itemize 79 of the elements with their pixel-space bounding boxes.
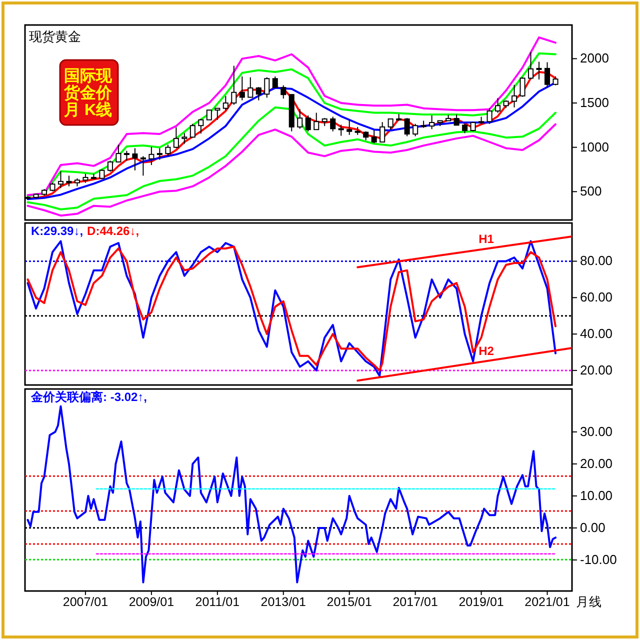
candlestick — [182, 132, 188, 144]
candlestick — [264, 76, 270, 98]
candlestick — [280, 84, 286, 100]
candlestick — [297, 108, 303, 130]
candlestick — [512, 84, 518, 108]
candlestick — [371, 130, 377, 144]
candlestick — [272, 76, 278, 88]
candlestick — [314, 112, 320, 130]
annotation: 金价关联偏离: -3.02↑, — [30, 390, 148, 404]
candlestick — [156, 148, 162, 160]
candlestick — [520, 76, 526, 98]
annotation: 国际现 — [64, 68, 113, 85]
candlestick — [66, 175, 72, 187]
candlestick — [222, 95, 228, 111]
candlestick — [165, 144, 171, 157]
candlestick — [388, 118, 394, 130]
annotation: 货金价 — [63, 84, 113, 102]
candlestick — [173, 126, 179, 149]
line-series — [26, 405, 557, 584]
candlestick — [58, 170, 64, 189]
candlestick — [116, 144, 122, 163]
candlestick — [412, 123, 418, 137]
x-axis-title: 月线 — [576, 595, 602, 609]
candlestick — [140, 156, 146, 176]
candlestick — [198, 118, 204, 134]
candlestick — [346, 119, 352, 136]
y-tick-label: 20.00 — [580, 362, 613, 378]
x-tick-label: 2017/01 — [392, 595, 438, 609]
y-tick-label: 60.00 — [580, 290, 613, 305]
candlestick — [470, 122, 476, 132]
candlestick — [206, 109, 212, 120]
candlestick — [248, 76, 254, 98]
y-tick-label: 0.00 — [580, 520, 606, 535]
candlestick — [124, 150, 130, 162]
candlestick — [338, 124, 344, 136]
y-tick-label: -10.00 — [580, 552, 617, 567]
x-tick-label: 2021/01 — [524, 595, 570, 609]
candlestick — [330, 116, 336, 132]
series-label: H2 — [478, 344, 494, 358]
candlestick — [429, 114, 435, 130]
y-tick-label: 500 — [580, 184, 602, 199]
candlestick — [132, 148, 138, 171]
candlestick — [305, 114, 311, 132]
annotation: 月 K线 — [63, 101, 112, 119]
y-tick-label: 20.00 — [580, 456, 613, 471]
candlestick — [214, 108, 220, 120]
candlestick — [231, 65, 237, 106]
annotation: D:44.26↓, — [87, 224, 140, 238]
x-tick-label: 2019/01 — [458, 595, 504, 609]
y-tick-label: 1500 — [580, 95, 609, 110]
candlestick — [544, 62, 550, 88]
x-tick-label: 2013/01 — [260, 595, 306, 609]
candlestick — [239, 76, 245, 101]
x-tick-label: 2011/01 — [195, 595, 240, 609]
candlestick — [107, 160, 113, 172]
x-tick-label: 2007/01 — [62, 595, 108, 609]
y-tick-label: 40.00 — [580, 326, 613, 342]
series-label: H1 — [478, 232, 494, 246]
candlestick — [495, 98, 501, 114]
candlestick — [404, 118, 410, 137]
y-tick-label: 30.00 — [580, 424, 613, 439]
x-tick-label: 2009/01 — [128, 595, 174, 609]
candlestick — [190, 123, 196, 138]
candlestick — [148, 146, 154, 166]
y-tick-label: 10.00 — [580, 488, 613, 503]
line-series — [26, 123, 557, 217]
annotation: K:29.39↓, — [31, 224, 84, 238]
y-tick-label: 2000 — [580, 50, 609, 66]
chart-title: 现货黄金 — [29, 29, 81, 44]
y-tick-label: 1000 — [580, 139, 609, 154]
y-tick-label: 80.00 — [580, 253, 613, 268]
candlestick — [486, 108, 492, 124]
candlestick — [256, 86, 262, 101]
candlestick — [380, 122, 386, 142]
x-tick-label: 2015/01 — [326, 595, 372, 609]
candlestick — [462, 123, 468, 134]
candlestick — [536, 61, 542, 80]
candlestick — [528, 52, 534, 80]
candlestick — [454, 114, 460, 126]
